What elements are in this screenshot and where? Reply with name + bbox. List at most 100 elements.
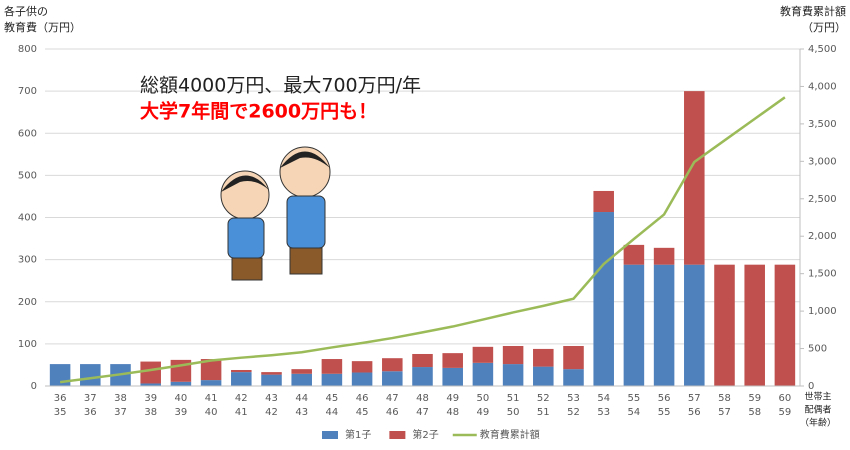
bar bbox=[533, 348, 554, 367]
y-tick-label: 100 bbox=[18, 339, 37, 350]
bar bbox=[714, 264, 735, 386]
legend-swatch bbox=[389, 431, 406, 439]
y2-axis-label: 教育費累計額 bbox=[780, 4, 846, 18]
y2-tick-label: 500 bbox=[808, 344, 827, 355]
bar bbox=[261, 374, 282, 386]
bar bbox=[593, 190, 614, 213]
x-tick-label: 59 bbox=[748, 393, 761, 404]
x-tick-label: 39 bbox=[144, 393, 157, 404]
y2-axis-label: （万円） bbox=[802, 21, 846, 34]
x-axis-label: （年齢） bbox=[800, 417, 836, 429]
x-tick-label: 44 bbox=[295, 393, 308, 404]
bar bbox=[231, 369, 252, 373]
bar bbox=[684, 91, 705, 265]
x-tick-label: 46 bbox=[386, 407, 399, 418]
y-tick-label: 200 bbox=[18, 297, 37, 308]
x-tick-label: 58 bbox=[718, 393, 731, 404]
x-tick-label: 38 bbox=[144, 407, 157, 418]
bar bbox=[563, 369, 584, 386]
x-tick-label: 56 bbox=[688, 407, 701, 418]
legend-label: 第1子 bbox=[345, 428, 371, 441]
bar bbox=[261, 372, 282, 375]
x-tick-label: 50 bbox=[477, 393, 490, 404]
x-tick-label: 40 bbox=[205, 407, 218, 418]
y2-tick-label: 3,000 bbox=[808, 156, 837, 167]
x-tick-label: 45 bbox=[326, 393, 339, 404]
bar bbox=[291, 373, 312, 386]
x-tick-label: 51 bbox=[507, 393, 520, 404]
y2-tick-label: 3,500 bbox=[808, 119, 837, 130]
legend-label: 教育費累計額 bbox=[480, 428, 540, 441]
bar bbox=[351, 372, 373, 386]
x-tick-label: 57 bbox=[688, 393, 701, 404]
x-tick-label: 48 bbox=[446, 407, 459, 418]
x-axis-label: 世帯主 bbox=[804, 391, 831, 403]
x-tick-label: 40 bbox=[175, 393, 188, 404]
x-tick-label: 59 bbox=[779, 407, 792, 418]
y2-tick-label: 4,500 bbox=[808, 44, 837, 55]
x-tick-label: 49 bbox=[446, 393, 459, 404]
x-tick-label: 50 bbox=[507, 407, 520, 418]
bar bbox=[382, 358, 403, 372]
x-tick-label: 42 bbox=[235, 393, 248, 404]
x-tick-label: 46 bbox=[356, 393, 369, 404]
x-tick-label: 35 bbox=[54, 407, 67, 418]
bar bbox=[140, 361, 161, 384]
legend-label: 第2子 bbox=[412, 428, 438, 441]
y2-tick-label: 0 bbox=[808, 381, 814, 392]
x-tick-label: 58 bbox=[748, 407, 761, 418]
bar bbox=[200, 380, 222, 386]
x-tick-label: 41 bbox=[235, 407, 248, 418]
bar bbox=[653, 247, 675, 265]
x-tick-label: 43 bbox=[265, 393, 278, 404]
bar bbox=[563, 345, 584, 370]
x-tick-label: 36 bbox=[84, 407, 97, 418]
bar bbox=[684, 264, 705, 386]
x-tick-label: 48 bbox=[416, 393, 429, 404]
x-tick-label: 47 bbox=[386, 393, 399, 404]
x-tick-label: 55 bbox=[658, 407, 671, 418]
x-tick-label: 39 bbox=[175, 407, 188, 418]
y-axis-label: 各子供の bbox=[4, 4, 48, 18]
bar bbox=[382, 371, 403, 386]
bar bbox=[291, 369, 312, 374]
bar bbox=[140, 383, 161, 386]
bar bbox=[442, 353, 463, 368]
x-tick-label: 38 bbox=[114, 393, 127, 404]
bar bbox=[442, 367, 463, 386]
y-tick-label: 0 bbox=[31, 381, 37, 392]
bar bbox=[533, 366, 554, 386]
bar bbox=[351, 361, 373, 373]
y-tick-label: 500 bbox=[18, 170, 37, 181]
bar bbox=[200, 359, 222, 381]
bar bbox=[744, 264, 765, 386]
x-tick-label: 52 bbox=[567, 407, 580, 418]
bar bbox=[170, 381, 192, 386]
y2-tick-label: 2,500 bbox=[808, 194, 837, 205]
bar bbox=[623, 244, 645, 265]
x-tick-label: 54 bbox=[628, 407, 641, 418]
illustration bbox=[220, 146, 331, 281]
bar bbox=[321, 373, 343, 386]
x-tick-label: 53 bbox=[597, 407, 610, 418]
x-tick-label: 43 bbox=[295, 407, 308, 418]
x-tick-label: 55 bbox=[628, 393, 641, 404]
bar bbox=[49, 364, 71, 386]
line bbox=[59, 96, 786, 384]
y2-tick-label: 4,000 bbox=[808, 81, 837, 92]
x-tick-label: 52 bbox=[537, 393, 550, 404]
y2-tick-label: 1,000 bbox=[808, 306, 837, 317]
x-tick-label: 36 bbox=[54, 393, 67, 404]
bar bbox=[412, 367, 433, 386]
x-tick-label: 57 bbox=[718, 407, 731, 418]
x-tick-label: 53 bbox=[567, 393, 580, 404]
bar bbox=[472, 346, 494, 363]
x-tick-label: 37 bbox=[114, 407, 127, 418]
y-axis-label: 教育費（万円） bbox=[4, 20, 81, 34]
y-tick-label: 300 bbox=[18, 255, 37, 266]
x-tick-label: 47 bbox=[416, 407, 429, 418]
legend-swatch bbox=[322, 431, 338, 439]
y-tick-label: 400 bbox=[18, 213, 37, 224]
y-tick-label: 700 bbox=[18, 86, 37, 97]
